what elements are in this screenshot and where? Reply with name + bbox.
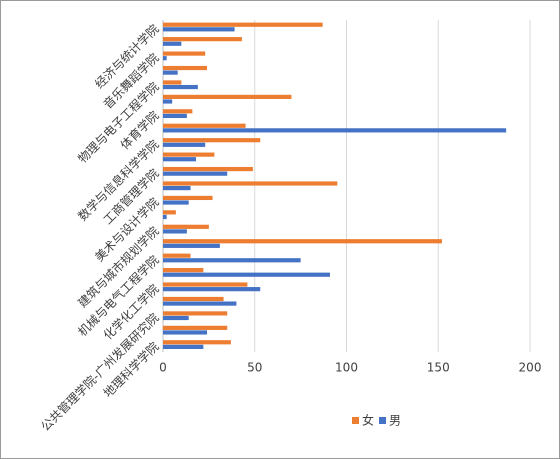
bar — [163, 200, 189, 205]
legend-label: 男 — [389, 414, 401, 428]
bar — [163, 171, 228, 176]
bar — [163, 268, 204, 273]
bar — [163, 214, 167, 220]
legend-label: 女 — [362, 413, 374, 428]
bar — [163, 325, 228, 330]
bar — [163, 282, 248, 287]
x-tick-label: 150 — [427, 361, 450, 375]
bar — [163, 51, 206, 56]
bar — [163, 243, 220, 248]
bar — [163, 128, 507, 133]
bar — [163, 138, 261, 143]
bar — [163, 344, 204, 349]
bar — [163, 272, 330, 277]
bar — [163, 181, 338, 186]
x-tick-label: 50 — [247, 361, 262, 375]
bar — [163, 166, 253, 172]
bar — [163, 27, 235, 32]
bar — [163, 113, 187, 119]
bar — [163, 253, 191, 258]
bar — [163, 340, 231, 345]
bar — [163, 84, 198, 90]
x-tick-label: 0 — [159, 361, 167, 375]
bar — [163, 258, 301, 263]
x-tick-label: 100 — [335, 361, 358, 375]
bar — [163, 80, 182, 85]
bar — [163, 37, 242, 42]
bar — [163, 315, 189, 321]
bar — [163, 224, 209, 229]
bar — [163, 152, 215, 157]
bar — [163, 65, 208, 71]
bar — [163, 109, 193, 114]
legend-swatch — [352, 417, 359, 424]
bar — [163, 311, 228, 316]
bar — [163, 229, 187, 234]
legend-swatch — [379, 417, 386, 424]
bar — [163, 70, 178, 75]
bar — [163, 210, 176, 215]
bar — [163, 41, 182, 46]
bar — [163, 301, 237, 306]
bar — [163, 123, 246, 128]
bar — [163, 239, 442, 244]
x-tick-label: 200 — [519, 361, 542, 375]
bar — [163, 94, 292, 99]
bar — [163, 56, 167, 61]
bar — [163, 296, 224, 302]
bar — [163, 330, 208, 335]
bar — [163, 287, 261, 292]
bar — [163, 22, 323, 27]
bar — [163, 157, 197, 162]
bar — [163, 195, 213, 201]
bar — [163, 99, 173, 104]
bar — [163, 142, 206, 147]
bar — [163, 186, 191, 191]
